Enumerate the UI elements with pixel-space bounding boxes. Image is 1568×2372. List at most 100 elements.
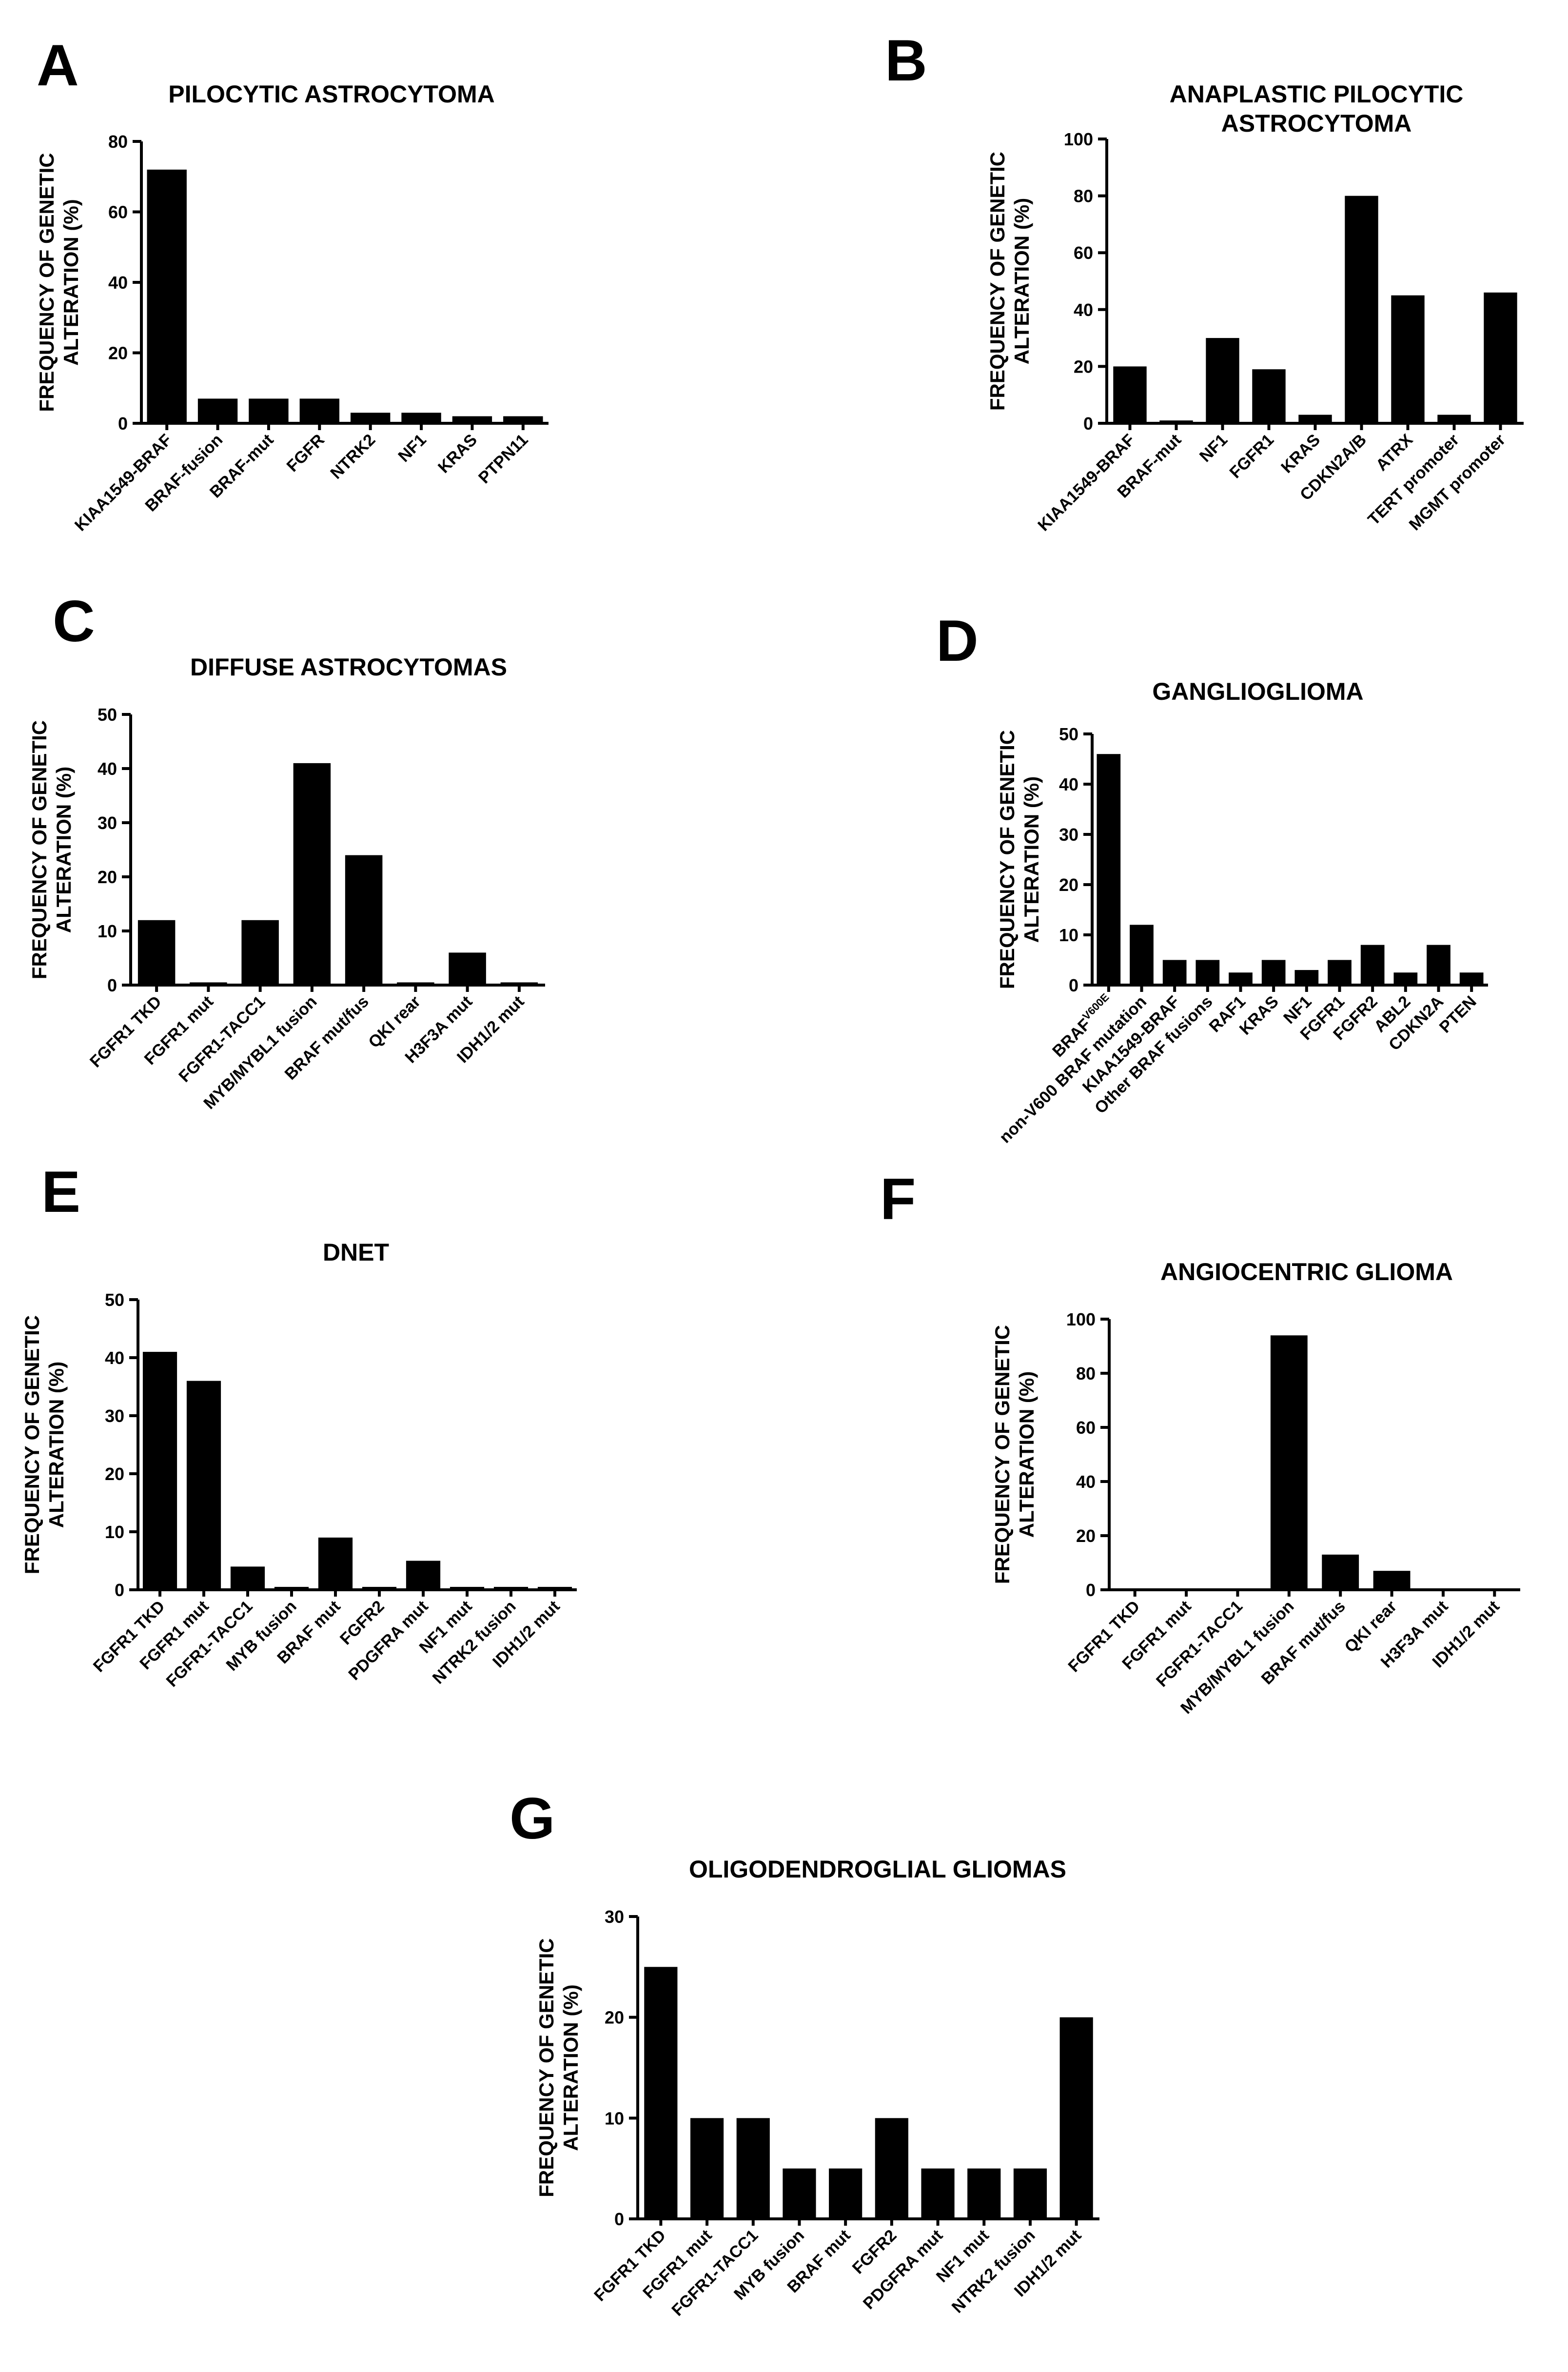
y-tick-label: 20 xyxy=(98,867,117,887)
panel-letter: C xyxy=(53,589,95,654)
bar-fgfr2 xyxy=(875,2118,908,2219)
y-tick-label: 0 xyxy=(1086,1580,1096,1600)
y-tick-label: 20 xyxy=(1076,1526,1096,1546)
y-axis-label: FREQUENCY OF GENETIC xyxy=(535,1938,558,2197)
bar-h3f3a-mut xyxy=(1425,1588,1462,1590)
bar-braf-mut xyxy=(829,2168,862,2219)
bar-kras xyxy=(452,416,492,423)
bar-fgfr1-mut xyxy=(190,982,227,985)
chart-title: DNET xyxy=(323,1239,389,1266)
bar-braf-mut xyxy=(318,1537,353,1590)
y-axis-label: FREQUENCY OF GENETIC xyxy=(991,1325,1014,1584)
y-tick-label: 10 xyxy=(98,921,117,941)
bar-myb-mybl1-fusion xyxy=(1270,1335,1308,1590)
y-tick-label: 20 xyxy=(1059,875,1078,895)
y-tick-label: 50 xyxy=(1059,724,1078,744)
chart-title: OLIGODENDROGLIAL GLIOMAS xyxy=(689,1856,1066,1883)
bar-cdkn2a-b xyxy=(1345,196,1378,423)
bar-kiaa1549-braf xyxy=(1162,960,1187,985)
y-tick-label: 10 xyxy=(1059,925,1078,945)
bar-idh1-2-mut xyxy=(1059,2017,1093,2219)
bar-non-v600-braf-mutation xyxy=(1130,925,1154,985)
bar-fgfr1 xyxy=(1252,369,1286,423)
y-tick-label: 40 xyxy=(98,759,117,779)
y-tick-label: 100 xyxy=(1066,1309,1096,1329)
y-tick-label: 10 xyxy=(605,2108,624,2128)
bar-braf-fusion xyxy=(197,398,238,423)
y-tick-label: 60 xyxy=(1076,1418,1096,1438)
y-tick-label: 40 xyxy=(1076,1472,1096,1492)
bar-pten xyxy=(1459,972,1484,985)
bar-myb-mybl1-fusion xyxy=(293,763,331,985)
bar-fgfr1-tkd xyxy=(137,920,176,985)
y-tick-label: 0 xyxy=(1069,975,1078,995)
y-tick-label: 0 xyxy=(118,414,128,434)
y-axis-label: FREQUENCY OF GENETIC xyxy=(986,152,1009,411)
y-tick-label: 40 xyxy=(105,1348,124,1368)
y-tick-label: 20 xyxy=(605,2008,624,2028)
y-axis-label: ALTERATION (%) xyxy=(1020,776,1043,943)
y-tick-label: 40 xyxy=(108,273,128,293)
bar-pdgfra-mut xyxy=(406,1561,441,1590)
chart-title: ANAPLASTIC PILOCYTIC xyxy=(1170,80,1464,108)
bar-kras xyxy=(1298,415,1332,423)
bar-ptpn11 xyxy=(503,416,543,423)
bar-atrx xyxy=(1391,295,1425,423)
y-tick-label: 30 xyxy=(605,1907,624,1927)
y-tick-label: 40 xyxy=(1059,774,1078,794)
y-axis-label: ALTERATION (%) xyxy=(59,199,82,365)
bar-cdkn2a xyxy=(1427,945,1450,985)
y-tick-label: 30 xyxy=(98,813,117,833)
bar-fgfr1-tacc1 xyxy=(736,2118,770,2219)
panel-letter: B xyxy=(885,28,927,93)
y-tick-label: 60 xyxy=(108,202,128,222)
y-axis-label: ALTERATION (%) xyxy=(45,1362,68,1528)
bar-fgfr1-mut xyxy=(186,1381,221,1590)
y-tick-label: 30 xyxy=(1059,825,1078,845)
chart-title: GANGLIOGLIOMA xyxy=(1152,678,1363,705)
y-tick-label: 50 xyxy=(105,1290,124,1310)
bar-nf1-mut xyxy=(967,2168,1001,2219)
y-axis-label: FREQUENCY OF GENETIC xyxy=(996,730,1019,989)
bar-idh1-2-mut xyxy=(500,982,538,985)
y-tick-label: 20 xyxy=(1074,356,1093,376)
bar-mgmt-promoter xyxy=(1484,292,1517,423)
bar-braf-mut-fus xyxy=(345,855,383,985)
y-tick-label: 80 xyxy=(1076,1364,1096,1384)
y-tick-label: 30 xyxy=(105,1406,124,1426)
y-axis-label: ALTERATION (%) xyxy=(559,1984,582,2151)
y-tick-label: 20 xyxy=(105,1464,124,1484)
bar-idh1-2-mut xyxy=(1476,1588,1513,1590)
y-tick-label: 100 xyxy=(1064,129,1093,149)
bar-fgfr1-tacc1 xyxy=(241,920,279,985)
bar-ntrk2-fusion xyxy=(493,1587,529,1590)
bar-ntrk2-fusion xyxy=(1013,2168,1047,2219)
bar-qki-rear xyxy=(1373,1571,1411,1590)
bar-fgfr1-mut xyxy=(690,2118,724,2219)
bar-nf1-mut xyxy=(450,1587,485,1590)
bar-h3f3a-mut xyxy=(449,952,486,985)
bar-kiaa1549-braf xyxy=(1113,366,1147,423)
bar-idh1-2-mut xyxy=(537,1587,572,1590)
y-tick-label: 0 xyxy=(1083,414,1093,434)
y-tick-label: 60 xyxy=(1074,243,1093,263)
bar-nf1 xyxy=(1206,338,1239,423)
bar-myb-fusion xyxy=(783,2168,816,2219)
bar-nf1 xyxy=(401,413,441,423)
bar-ntrk2 xyxy=(350,413,391,423)
bar-fgfr1-tacc1 xyxy=(230,1566,265,1590)
bar-tert-promoter xyxy=(1437,415,1471,423)
bar-fgfr1-mut xyxy=(1168,1588,1205,1590)
bar-other-braf-fusions xyxy=(1196,960,1220,985)
y-axis-label: FREQUENCY OF GENETIC xyxy=(28,720,51,979)
bar-kras xyxy=(1261,960,1286,985)
bar-myb-fusion xyxy=(274,1587,309,1590)
bar-kiaa1549-braf xyxy=(147,169,187,423)
panel-letter: G xyxy=(510,1786,555,1851)
bar-fgfr1-tkd xyxy=(142,1352,177,1590)
bar-fgfr1-tkd xyxy=(644,1967,678,2219)
bar-braf-mut xyxy=(249,398,289,423)
bar-nf1 xyxy=(1294,970,1319,985)
